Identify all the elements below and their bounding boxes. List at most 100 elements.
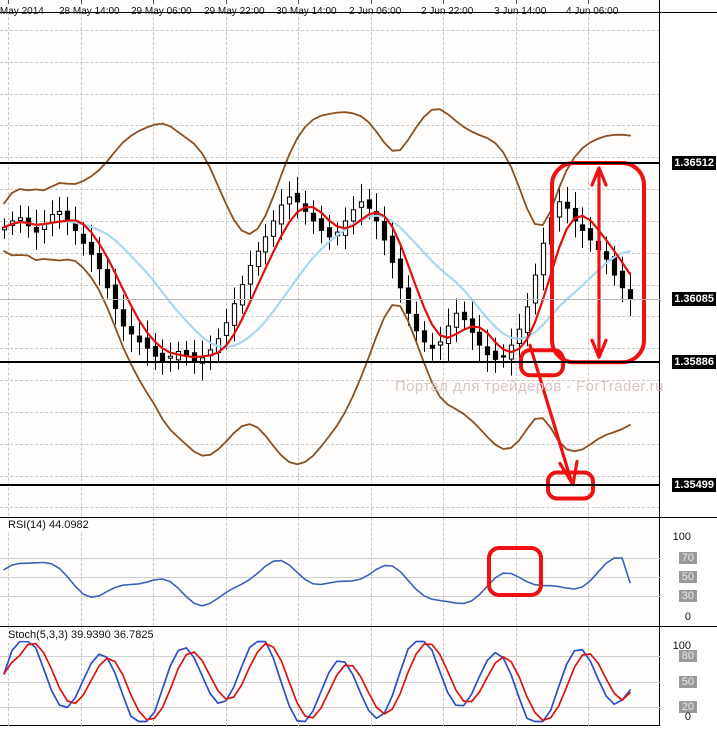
- time-gridline-0: [8, 12, 9, 726]
- time-gridline-2: [153, 12, 154, 726]
- time-label-5: 2 Jun 06:00: [349, 6, 401, 17]
- price-gridline-10: [0, 348, 660, 350]
- rsi-label: RSI(14) 44.0982: [6, 519, 91, 531]
- time-label-2: 29 May 06:00: [131, 6, 192, 17]
- candle: [278, 204, 285, 225]
- time-gridline-7: [516, 12, 517, 726]
- time-tick-2: [153, 0, 154, 4]
- candle: [223, 322, 230, 336]
- time-gridline-5: [371, 12, 372, 726]
- price-axis: [659, 0, 717, 517]
- candle: [603, 251, 610, 260]
- candle: [286, 196, 293, 205]
- rsi-levelline-30: [0, 595, 660, 597]
- candle: [270, 220, 277, 237]
- candle: [445, 325, 452, 345]
- candle: [516, 328, 523, 345]
- top-divider: [0, 12, 717, 13]
- price-gridline-13: [0, 443, 660, 445]
- price-gridline-4: [0, 157, 660, 159]
- time-gridline-6: [443, 12, 444, 726]
- candle: [33, 227, 40, 233]
- price-label-current-price: 1.36085: [672, 291, 716, 306]
- target-line[interactable]: [0, 484, 660, 487]
- candle: [587, 228, 594, 241]
- candle: [56, 210, 63, 216]
- candle: [381, 220, 388, 241]
- candle: [564, 201, 571, 209]
- candle: [492, 350, 499, 360]
- arrow-head-down: [590, 338, 608, 359]
- rsi-weakness-box[interactable]: [487, 546, 543, 597]
- rsi-axis-label-0: 100: [672, 531, 691, 543]
- candle: [96, 252, 103, 270]
- candle: [389, 235, 396, 263]
- price-label-target: 1.35499: [672, 478, 716, 493]
- candle: [310, 212, 317, 222]
- time-gridline-4: [298, 12, 299, 726]
- candle: [231, 303, 238, 326]
- candle: [572, 207, 579, 222]
- candle: [239, 284, 246, 306]
- candle: [136, 335, 143, 343]
- time-tick-4: [298, 0, 299, 4]
- time-label-3: 29 May 22:00: [204, 6, 265, 17]
- arrow-head-up: [590, 166, 608, 187]
- stoch-axis-label-0: 100: [672, 640, 691, 652]
- candle: [453, 312, 460, 328]
- candle: [17, 217, 24, 221]
- candle: [421, 330, 428, 343]
- candle: [484, 346, 491, 356]
- candle: [120, 309, 127, 327]
- time-tick-7: [516, 0, 517, 4]
- candle: [619, 270, 626, 289]
- candle: [112, 284, 119, 309]
- candle: [540, 242, 547, 276]
- stoch-axis-label-2: 50: [678, 675, 697, 688]
- candle: [152, 346, 159, 357]
- stoch-levelline-20: [0, 707, 660, 708]
- candle: [397, 258, 404, 289]
- stoch-levelline-50: [0, 681, 660, 683]
- time-label-6: 2 Jun 22:00: [421, 6, 473, 17]
- price-gridline-15: [0, 507, 660, 509]
- time-label-8: 4 Jun 06:00: [566, 6, 618, 17]
- rsi-levelline-50: [0, 577, 660, 578]
- time-gridline-1: [81, 12, 82, 726]
- support-line[interactable]: [0, 361, 660, 364]
- rsi-axis-label-2: 50: [678, 571, 697, 583]
- candle: [318, 218, 325, 231]
- candle: [80, 233, 87, 244]
- candle: [144, 337, 151, 349]
- candle: [128, 326, 135, 335]
- time-tick-5: [371, 0, 372, 4]
- time-label-0: 27 May 2014: [0, 6, 44, 17]
- time-tick-8: [588, 0, 589, 4]
- resistance-line[interactable]: [0, 161, 660, 164]
- time-tick-0: [8, 0, 9, 4]
- price-gridline-0: [0, 29, 660, 31]
- candle: [358, 201, 365, 208]
- candle: [413, 313, 420, 332]
- price-gridline-5: [0, 189, 660, 191]
- stochastic-label: Stoch(5,3,3) 39.9390 36.7825: [6, 629, 156, 641]
- candle: [88, 241, 95, 255]
- price-gridline-14: [0, 475, 660, 477]
- candle: [350, 209, 357, 222]
- candle: [366, 199, 373, 209]
- price-gridline-7: [0, 252, 660, 254]
- stoch-levelline-80: [0, 656, 660, 657]
- stoch-axis-label-1: 80: [678, 650, 697, 662]
- price-label-resistance: 1.36512: [672, 155, 716, 170]
- candle: [405, 287, 412, 314]
- candle: [579, 224, 586, 231]
- candle: [247, 265, 254, 285]
- price-rsi-divider: [0, 517, 717, 518]
- down-arrow-shaft: [528, 343, 574, 486]
- time-axis: [0, 725, 717, 750]
- rsi-levelline-70: [0, 558, 660, 560]
- rsi-axis-label-1: 70: [678, 552, 697, 565]
